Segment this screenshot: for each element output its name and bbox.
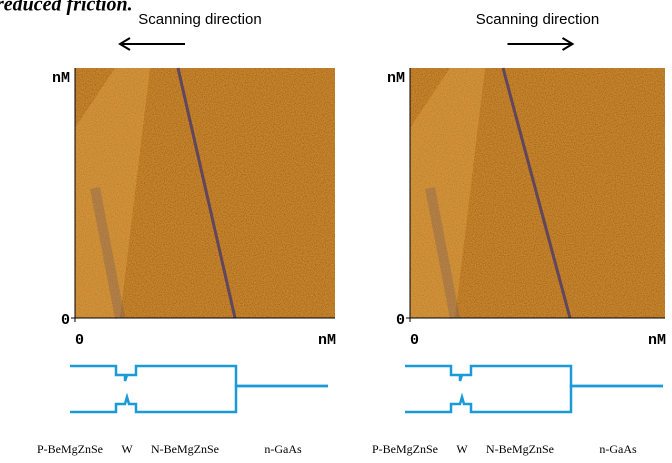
scan-label: Scanning direction	[476, 11, 599, 28]
band-upper	[70, 366, 328, 386]
figure-svg: reduced friction. Scanning directionnM01…	[0, 0, 672, 463]
x-tick-label: 0	[410, 332, 419, 349]
layer-label: W	[121, 442, 133, 456]
layer-label: n-GaAs	[599, 442, 637, 456]
layer-label: n-GaAs	[264, 442, 302, 456]
y-unit: nM	[52, 70, 70, 87]
x-unit: nM	[648, 332, 666, 349]
y-unit: nM	[387, 70, 405, 87]
band-lower	[405, 386, 663, 412]
scan-label: Scanning direction	[138, 11, 261, 28]
layer-label: P-BeMgZnSe	[372, 442, 438, 456]
layer-label: N-BeMgZnSe	[151, 442, 219, 456]
x-tick-label: 0	[75, 332, 84, 349]
x-unit: nM	[318, 332, 336, 349]
figure: reduced friction. Scanning directionnM01…	[0, 0, 672, 463]
layer-label: P-BeMgZnSe	[37, 442, 103, 456]
band-lower	[70, 386, 328, 412]
layer-label: N-BeMgZnSe	[486, 442, 554, 456]
y-tick-label: 0	[61, 312, 70, 329]
header-text: reduced friction.	[0, 0, 133, 16]
band-upper	[405, 366, 663, 386]
y-tick-label: 0	[396, 312, 405, 329]
layer-label: W	[456, 442, 468, 456]
